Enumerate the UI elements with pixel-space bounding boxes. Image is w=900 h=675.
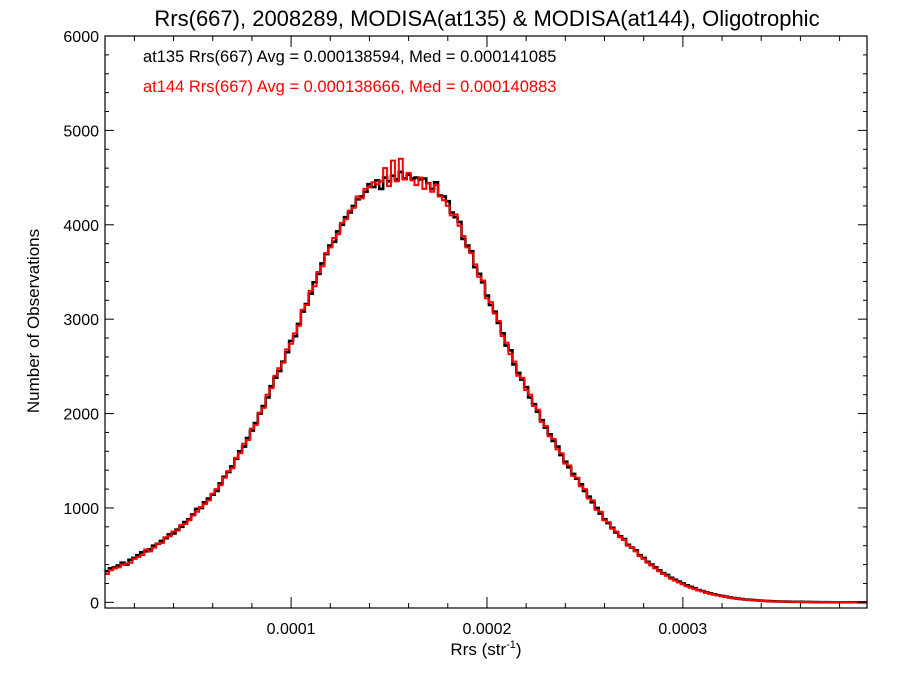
- x-tick-label-0: 0.0001: [267, 621, 316, 638]
- ticks-layer: 0 1000 2000 3000 4000 5000 6000 0.0001 0.0002 0.0…: [63, 29, 867, 638]
- x-axis-label-close: ): [516, 640, 522, 659]
- x-axis-label: Rrs (str-1): [450, 639, 521, 659]
- chart-title: Rrs(667), 2008289, MODISA(at135) & MODIS…: [154, 6, 819, 31]
- y-tick-label-0: 0: [90, 595, 99, 612]
- y-axis-label: Number of Observations: [24, 229, 43, 413]
- y-tick-label-6: 6000: [63, 29, 99, 46]
- y-tick-label-4: 4000: [63, 218, 99, 235]
- y-tick-label-5: 5000: [63, 123, 99, 140]
- y-tick-label-1: 1000: [63, 501, 99, 518]
- x-axis-label-sup: -1: [506, 639, 516, 651]
- y-tick-label-2: 2000: [63, 407, 99, 424]
- series-layer: [105, 157, 867, 604]
- x-axis-label-main: Rrs (str: [450, 640, 506, 659]
- x-tick-label-2: 0.0003: [658, 621, 707, 638]
- annotation-at135: at135 Rrs(667) Avg = 0.000138594, Med = …: [143, 48, 556, 66]
- series-line-0: [105, 170, 867, 604]
- annotation-at144: at144 Rrs(667) Avg = 0.000138666, Med = …: [143, 78, 556, 96]
- x-tick-label-1: 0.0002: [463, 621, 512, 638]
- plot-frame: [104, 35, 868, 609]
- y-tick-label-3: 3000: [63, 312, 99, 329]
- series-line-1: [105, 157, 867, 604]
